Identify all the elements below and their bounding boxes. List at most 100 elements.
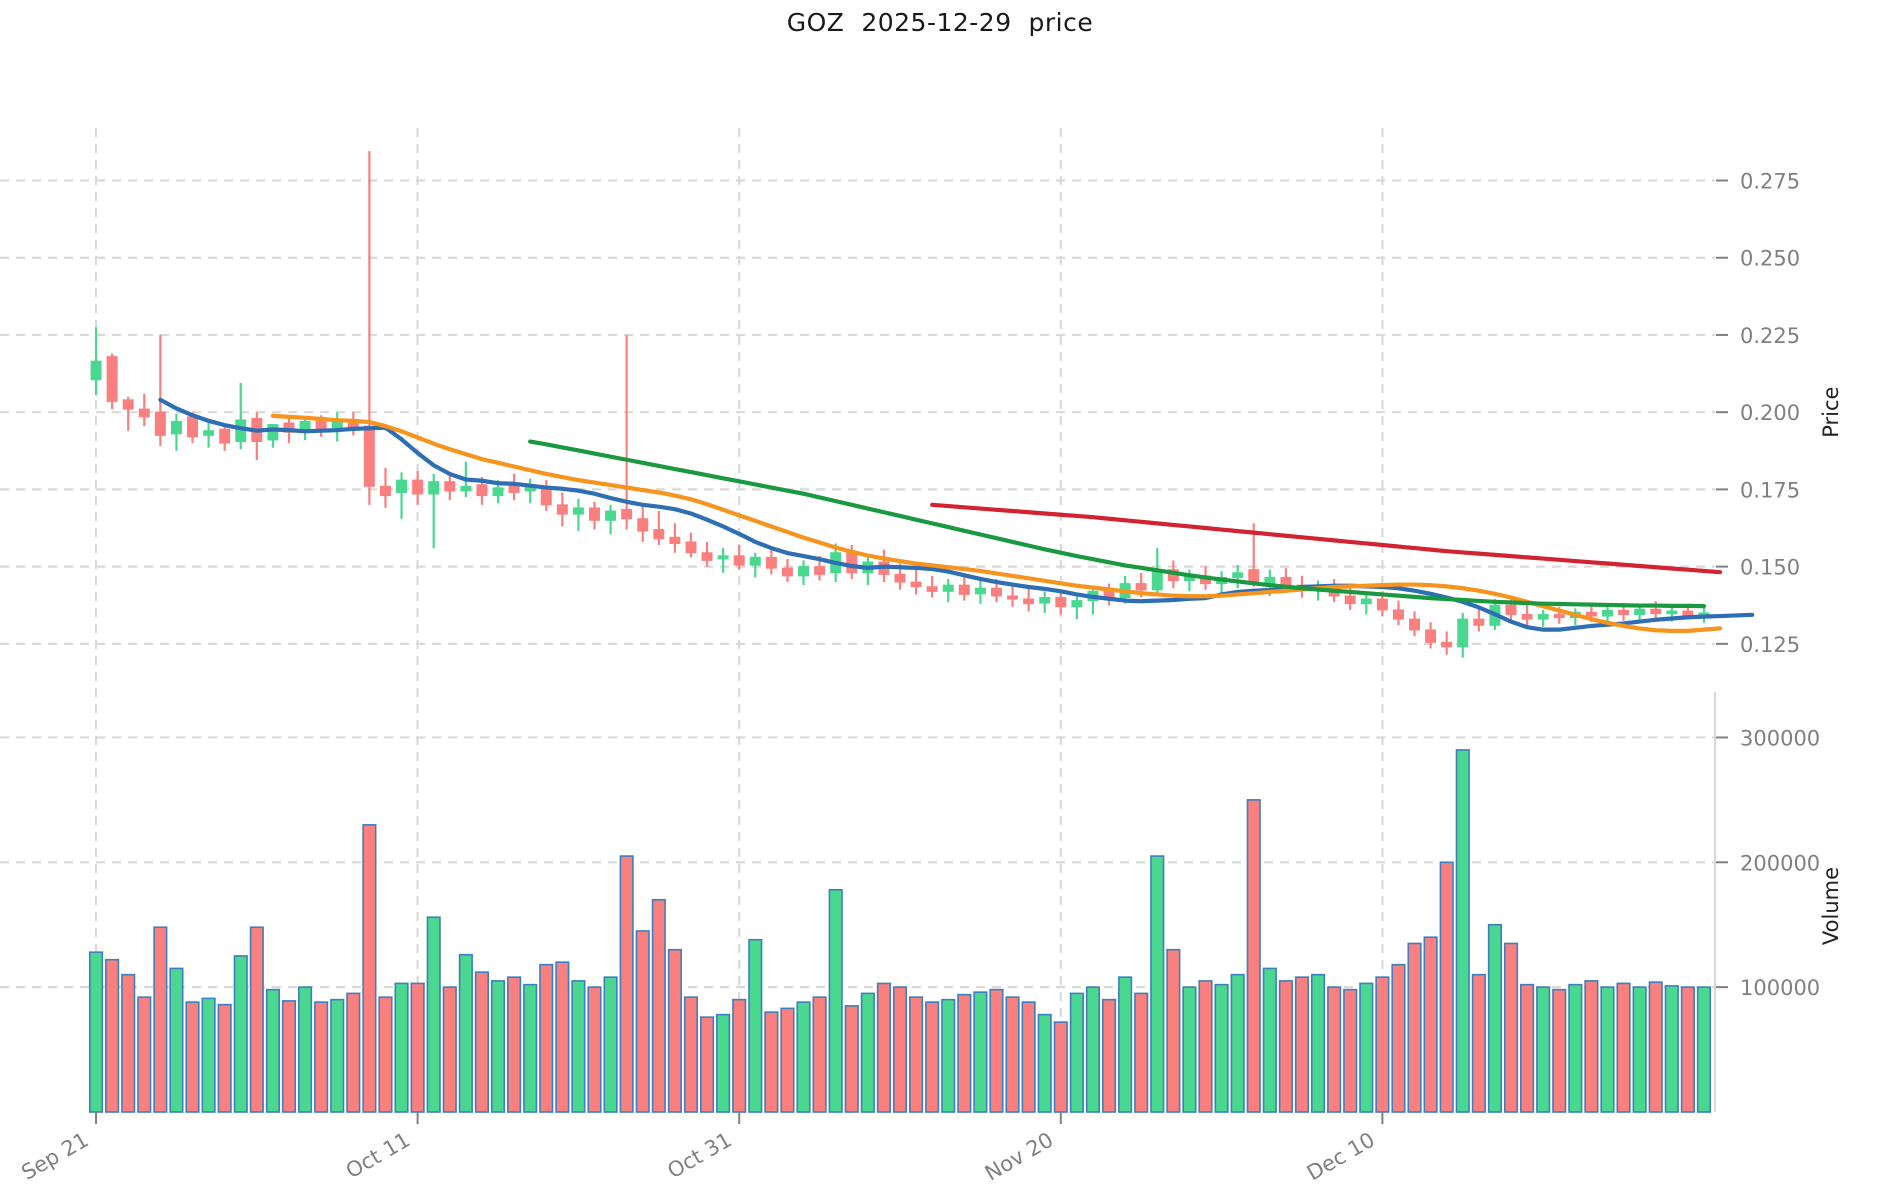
candle-body — [315, 420, 327, 430]
volume-bar — [812, 996, 827, 1113]
volume-bar — [378, 996, 393, 1113]
candle-body — [1425, 629, 1437, 643]
volume-bar — [314, 1001, 329, 1113]
volume-bar — [1471, 973, 1486, 1113]
x-axis: Sep 21 Oct 11 Oct 31 Nov 20 Dec 10 — [17, 1112, 1384, 1186]
ma-line-ma_long — [528, 439, 1707, 609]
candle-body — [1505, 604, 1517, 616]
volume-bar — [1552, 988, 1567, 1113]
candle-body — [1409, 618, 1421, 631]
volume-bar — [169, 967, 184, 1113]
candle-body — [765, 556, 777, 569]
ma-line-ma_mid — [270, 413, 1723, 633]
candle-body — [1634, 608, 1646, 616]
date-tick-label: Oct 31 — [663, 1128, 735, 1184]
candle-body — [1585, 611, 1597, 617]
price-tick-label: 0.200 — [1740, 401, 1800, 425]
candle-body — [637, 518, 649, 532]
candle-body — [1537, 614, 1549, 620]
volume-bar — [1520, 983, 1535, 1113]
volume-bar — [619, 855, 634, 1113]
volume-bar — [1423, 936, 1438, 1113]
candle-body — [476, 484, 488, 497]
volume-bar — [1407, 942, 1422, 1113]
volume-bar — [1005, 996, 1020, 1113]
ma-line-ma_xlong — [930, 502, 1723, 575]
candle-body — [1521, 614, 1533, 620]
candle-body — [379, 485, 391, 497]
volume-bar — [667, 948, 682, 1113]
candle-body — [460, 485, 472, 492]
price-tick-label: 0.175 — [1740, 478, 1800, 502]
candle-body — [717, 555, 729, 560]
volume-bar — [410, 982, 425, 1113]
volume-bar — [1327, 986, 1342, 1113]
volume-bar — [635, 930, 650, 1113]
candle-body — [894, 573, 906, 583]
volume-bar — [1584, 980, 1599, 1113]
candle-body — [701, 552, 713, 561]
candle-body — [1007, 595, 1019, 600]
candle-body — [1650, 608, 1662, 615]
volume-bar — [394, 982, 409, 1113]
candle-body — [508, 485, 520, 493]
candle-body — [653, 529, 665, 540]
volume-bar — [828, 888, 843, 1113]
candle-body — [1232, 572, 1244, 578]
date-tick-label: Dec 10 — [1303, 1128, 1379, 1186]
volume-bar — [281, 1000, 297, 1113]
volume-bar — [1536, 986, 1551, 1113]
volume-bar — [1053, 1021, 1068, 1113]
volume-bar — [732, 998, 747, 1113]
candle-body — [749, 556, 761, 566]
candle-body — [669, 536, 681, 544]
volume-bar — [458, 953, 473, 1113]
volume-bar — [1616, 982, 1631, 1113]
moving-average-lines — [158, 397, 1755, 633]
candle-body — [428, 481, 440, 495]
volume-bar — [1664, 985, 1679, 1113]
price-tick-label: 0.150 — [1740, 556, 1800, 580]
volume-bar — [474, 971, 490, 1113]
volume-bar — [1648, 981, 1663, 1113]
candle-body — [1553, 614, 1565, 619]
volume-bar — [892, 986, 908, 1113]
volume-bar — [330, 998, 345, 1113]
volume-bar — [957, 993, 972, 1113]
candle-body — [219, 428, 231, 444]
volume-bar — [426, 916, 441, 1113]
volume-bar — [780, 1007, 795, 1113]
candle-body — [733, 555, 745, 566]
candle-body — [492, 487, 504, 497]
volume-bar — [764, 1011, 779, 1113]
candle-body — [267, 424, 279, 441]
candle-body — [1618, 609, 1630, 615]
candle-body — [363, 425, 375, 487]
candle-body — [1457, 618, 1469, 648]
volume-bar — [1150, 855, 1165, 1113]
volume-bar — [1134, 992, 1149, 1113]
volume-bar — [587, 986, 602, 1113]
volume-tick-label: 300000 — [1740, 726, 1820, 750]
volume-bar — [1198, 980, 1213, 1113]
price-axis-title: Price — [1819, 387, 1843, 438]
volume-bar — [233, 955, 248, 1113]
volume-bar — [716, 1013, 731, 1113]
volume-bars — [88, 749, 1712, 1113]
volume-bar — [1246, 799, 1261, 1113]
candle-body — [90, 360, 102, 381]
candle-body — [1344, 595, 1356, 605]
candle-body — [283, 422, 295, 433]
candle-body — [1055, 597, 1067, 608]
volume-bar — [137, 996, 152, 1113]
volume-bar — [1118, 976, 1133, 1113]
candle-body — [1360, 598, 1372, 605]
candle-body — [1441, 641, 1453, 648]
volume-bar — [362, 824, 377, 1113]
volume-bar — [1037, 1013, 1052, 1113]
candle-body — [1602, 609, 1613, 617]
candle-body — [412, 479, 424, 495]
volume-bar — [1375, 976, 1390, 1113]
